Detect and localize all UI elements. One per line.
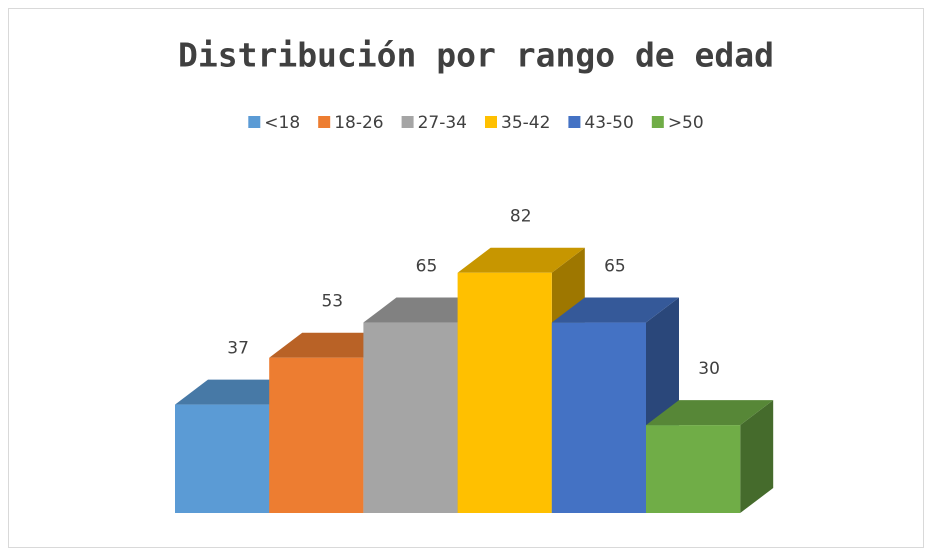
bar-top	[457, 247, 585, 273]
legend-swatch	[401, 116, 414, 128]
data-label: 37	[227, 339, 249, 359]
legend-swatch	[248, 116, 261, 128]
data-label: 65	[416, 257, 438, 277]
bar	[363, 322, 458, 513]
data-label: 65	[604, 257, 626, 277]
bar	[551, 322, 646, 513]
data-label: 53	[321, 292, 343, 312]
bar-top	[551, 297, 679, 323]
legend: <18 18-26 27-34 35-42 43-50 >50	[248, 113, 704, 133]
legend-swatch	[318, 116, 331, 128]
bar	[646, 425, 741, 513]
legend-label: 27-34	[418, 113, 467, 133]
legend-label: 18-26	[334, 113, 383, 133]
legend-swatch	[485, 116, 497, 128]
legend-swatch	[651, 116, 664, 128]
legend-swatch	[568, 116, 581, 128]
bar-side	[740, 400, 774, 513]
bar	[269, 357, 364, 513]
chart-title: Distribución por rango de edad	[178, 36, 774, 75]
legend-label: 35-42	[501, 113, 550, 133]
bar	[175, 404, 270, 513]
data-label: 82	[510, 207, 532, 227]
legend-label: <18	[264, 113, 300, 133]
bar	[457, 272, 552, 513]
legend-label: 43-50	[584, 113, 633, 133]
data-label: 30	[698, 359, 720, 379]
legend-label: >50	[668, 113, 704, 133]
bar-top	[646, 400, 774, 426]
